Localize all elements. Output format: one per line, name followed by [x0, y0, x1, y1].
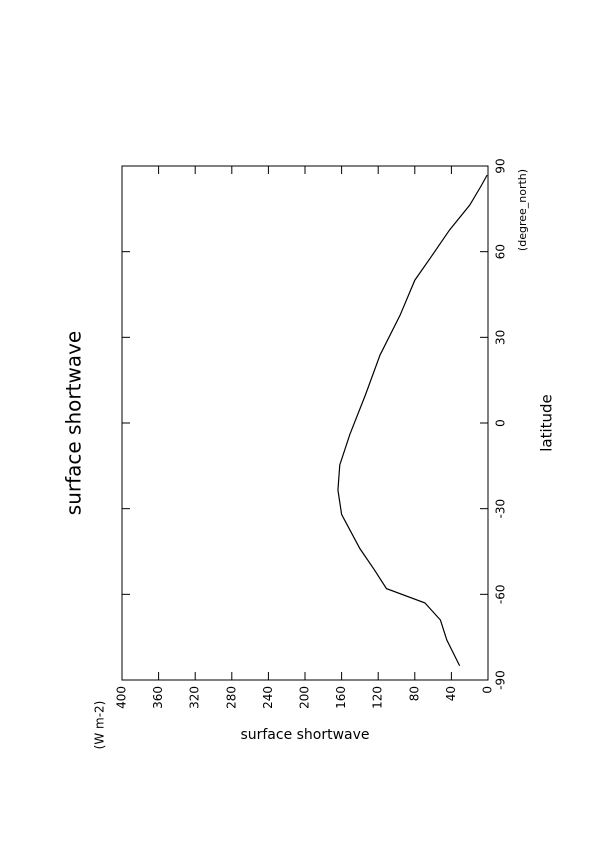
y-tick-label: 40 [444, 686, 458, 701]
x-tick-label: 0 [494, 419, 508, 427]
y-axis-unit: (W m-2) [93, 701, 107, 750]
plot-frame [121, 165, 489, 681]
y-tick-label: 0 [481, 686, 495, 694]
y-tick-label: 200 [298, 686, 312, 709]
y-tick-label: 80 [407, 686, 421, 701]
x-tick-label: 90 [494, 158, 508, 173]
x-tick-label: -90 [494, 670, 508, 690]
y-tick-label: 240 [261, 686, 275, 709]
y-tick-label: 280 [224, 686, 238, 709]
data-line [337, 174, 488, 666]
x-tick-label: 30 [494, 330, 508, 345]
x-axis-unit: (degree_north) [516, 169, 529, 251]
y-tick-label: 120 [371, 686, 385, 709]
chart-title: surface shortwave [62, 331, 86, 515]
y-tick-label: 160 [334, 686, 348, 709]
x-tick-label: -60 [494, 585, 508, 605]
x-tick-label: 60 [494, 244, 508, 259]
y-axis-label: surface shortwave [240, 727, 369, 743]
chart: surface shortwave latitude (degree_north… [62, 158, 556, 749]
x-axis-label: latitude [538, 394, 556, 452]
y-tick-label: 360 [151, 686, 165, 709]
y-tick-label: 320 [188, 686, 202, 709]
x-tick-label: -30 [494, 499, 508, 519]
y-tick-label: 400 [115, 686, 129, 709]
